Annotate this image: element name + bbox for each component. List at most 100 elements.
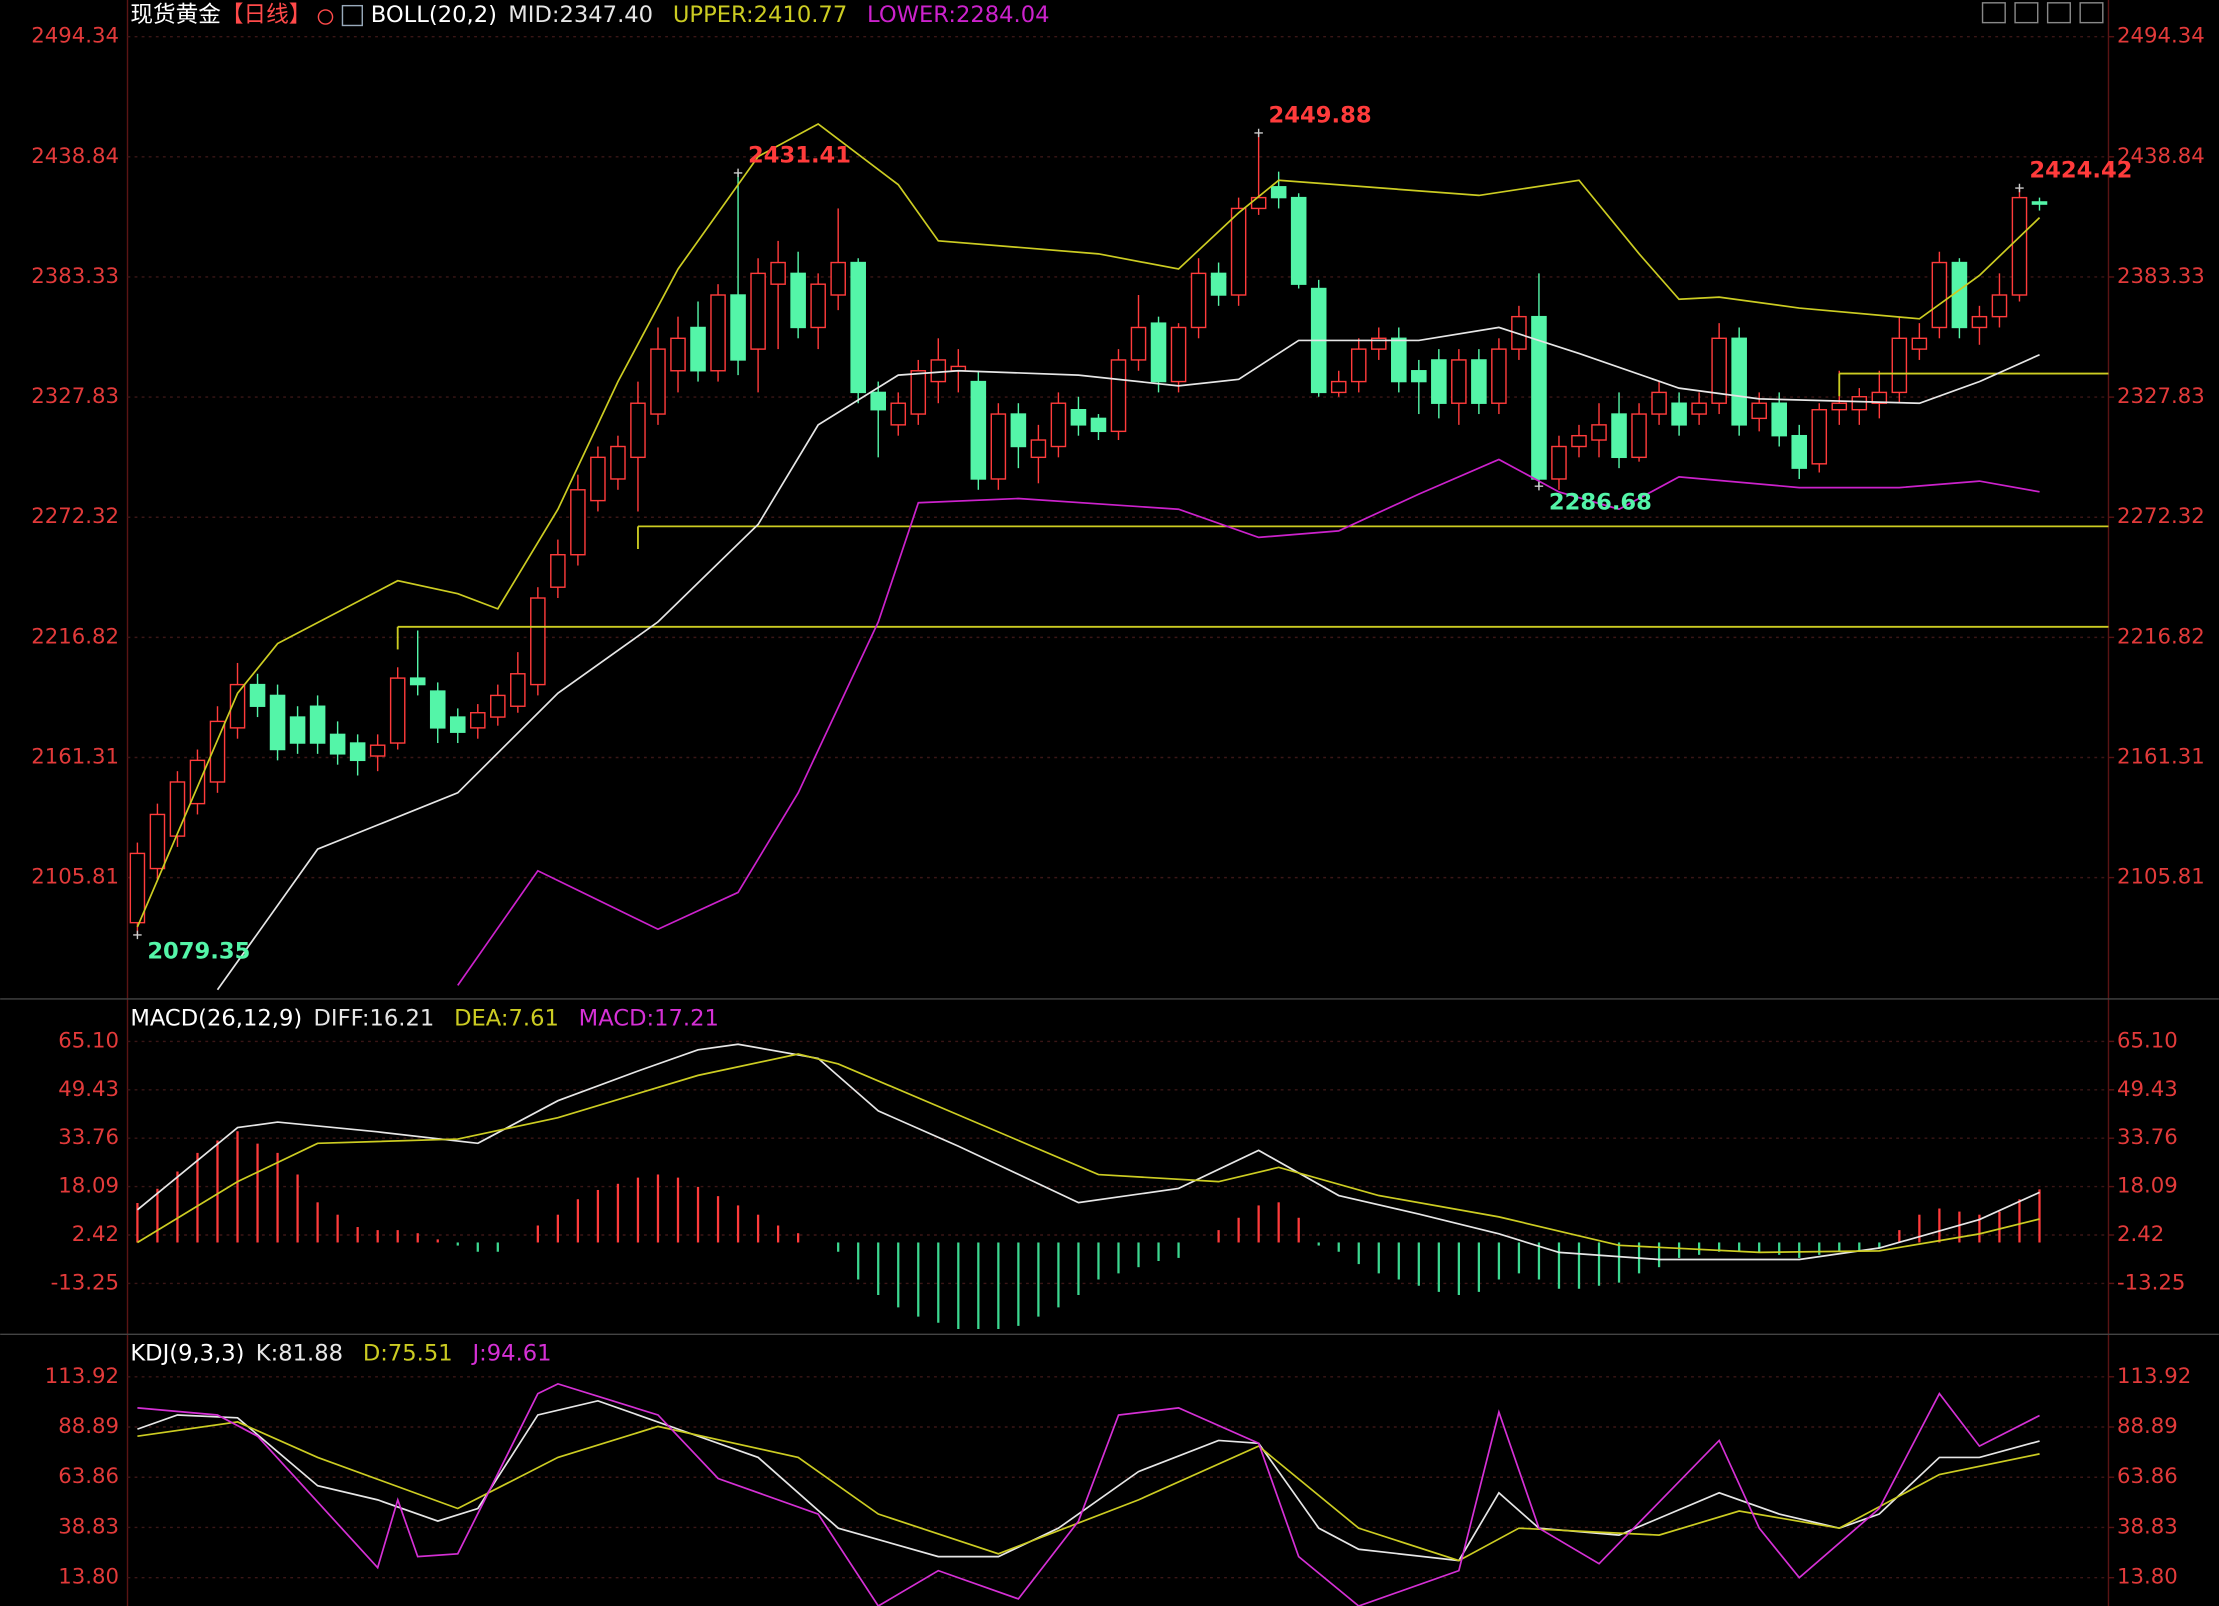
candle-body [1070, 409, 1087, 426]
candle-body [1911, 337, 1928, 350]
candle-body [309, 705, 326, 744]
candle-body [810, 283, 826, 329]
y-tick-label-left: 2438.84 [31, 144, 119, 169]
candle-body [429, 690, 446, 729]
extreme-marker [1254, 128, 1263, 138]
candle-body [209, 720, 226, 783]
y-tick-label-left: 113.92 [45, 1364, 119, 1389]
candle-body [1431, 359, 1447, 404]
indicator-line [137, 1421, 2040, 1562]
candle-body [2031, 201, 2048, 205]
candle-body [1971, 315, 1988, 329]
candle-body [1030, 439, 1047, 459]
extreme-marker [1534, 481, 1544, 491]
toolbar-icons[interactable] [1981, 2, 2104, 24]
candle-body [229, 683, 246, 729]
toolbar-icon[interactable] [2046, 2, 2071, 24]
y-tick-label-left: 2272.32 [31, 504, 119, 529]
y-tick-label-right: 49.43 [2117, 1077, 2178, 1102]
header-text: MACD(26,12,9) [130, 1005, 302, 1031]
header-text: UPPER:2410.77 [673, 2, 847, 28]
candle-body [1811, 409, 1828, 465]
candle-body [470, 712, 486, 729]
candle-body [1731, 337, 1747, 426]
candle-body [890, 402, 907, 426]
y-tick-label-right: 2494.34 [2117, 24, 2205, 49]
candle-body [990, 413, 1007, 480]
extreme-marker [2015, 183, 2024, 193]
y-tick-label-right: 2216.82 [2117, 624, 2205, 649]
indicator-line [136, 1043, 2040, 1261]
candle-body [269, 694, 286, 751]
indicator-line [457, 458, 2040, 986]
candle-body [610, 445, 626, 480]
y-tick-label-left: 2161.31 [31, 745, 119, 770]
y-tick-label-right: 88.89 [2117, 1414, 2178, 1439]
candle-body [1871, 391, 1888, 404]
candle-body [1350, 348, 1367, 383]
y-tick-label-right: 2383.33 [2117, 264, 2205, 289]
candle-body [1691, 402, 1707, 415]
panel [127, 1376, 2109, 1606]
indicator-line [136, 122, 2041, 928]
candle-body [1330, 380, 1347, 394]
candle-body [730, 294, 746, 361]
candle-body [1250, 196, 1267, 210]
header-icon [317, 9, 334, 25]
candle-body [1210, 272, 1227, 296]
y-tick-label-right: 2327.83 [2117, 384, 2205, 409]
y-tick-label-left: 88.89 [58, 1414, 119, 1439]
header-text: LOWER:2284.04 [867, 2, 1049, 28]
y-tick-label-right: 113.92 [2117, 1364, 2191, 1389]
y-tick-label-left: 2327.83 [31, 384, 119, 409]
header-text: K:81.88 [256, 1341, 343, 1367]
candle-body [1290, 196, 1307, 285]
y-tick-label-left: 65.10 [58, 1028, 119, 1053]
extreme-label: 2449.88 [1269, 102, 1372, 128]
candle-body [670, 337, 686, 372]
y-tick-label-left: 2494.34 [31, 24, 119, 49]
candle-body [630, 402, 646, 459]
candle-body [790, 272, 806, 329]
candle-body [1090, 417, 1107, 433]
toolbar-icon[interactable] [2014, 2, 2039, 24]
candle-body [1591, 424, 1607, 441]
toolbar-icon[interactable] [2079, 2, 2104, 24]
candle-body [570, 489, 586, 556]
header-text: DIFF:16.21 [313, 1005, 434, 1031]
candle-body [1791, 434, 1808, 469]
candle-body [2011, 196, 2028, 296]
candle-body [1631, 413, 1647, 459]
candle-body [710, 294, 726, 372]
indicator-line [137, 1399, 2040, 1562]
toolbar-icon[interactable] [1981, 2, 2006, 24]
header-text: MID:2347.40 [508, 2, 653, 28]
indicator-line [216, 326, 2040, 991]
y-tick-label-left: 2105.81 [31, 865, 119, 890]
candle-body [1491, 348, 1507, 404]
candle-body [1230, 207, 1247, 296]
y-tick-label-right: 38.83 [2117, 1514, 2178, 1539]
candle-body [590, 456, 606, 502]
candle-body [1130, 326, 1147, 361]
candle-body [1671, 402, 1687, 426]
candle-body [189, 759, 206, 805]
candle-body [830, 261, 846, 296]
candle-body [449, 716, 466, 733]
y-tick-label-left: 38.83 [58, 1514, 119, 1539]
extreme-label: 2424.42 [2029, 158, 2132, 184]
header-text: DEA:7.61 [454, 1005, 559, 1031]
y-tick-label-right: 2272.32 [2117, 504, 2205, 529]
header-text: BOLL(20,2) [371, 2, 497, 28]
candle-body [349, 742, 366, 762]
y-tick-label-left: -13.25 [51, 1270, 119, 1295]
candle-body [1891, 337, 1908, 394]
candle-body [1831, 402, 1848, 411]
header-text: J:94.61 [470, 1341, 551, 1367]
y-tick-label-left: 2383.33 [31, 264, 119, 289]
candle-body [490, 694, 506, 718]
candle-body [129, 852, 146, 924]
y-tick-label-right: 65.10 [2117, 1028, 2178, 1053]
candle-body [1451, 359, 1467, 404]
candle-body [409, 677, 426, 686]
